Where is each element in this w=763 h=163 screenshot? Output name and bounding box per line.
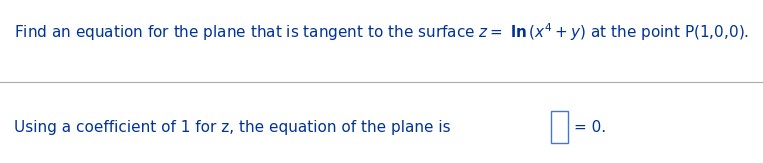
FancyBboxPatch shape bbox=[552, 111, 568, 143]
Text: = 0.: = 0. bbox=[575, 120, 607, 135]
Text: Find an equation for the plane that is tangent to the surface $z=$ $\mathbf{ln}\: Find an equation for the plane that is t… bbox=[14, 22, 749, 44]
Text: Using a coefficient of 1 for z, the equation of the plane is: Using a coefficient of 1 for z, the equa… bbox=[14, 120, 456, 135]
